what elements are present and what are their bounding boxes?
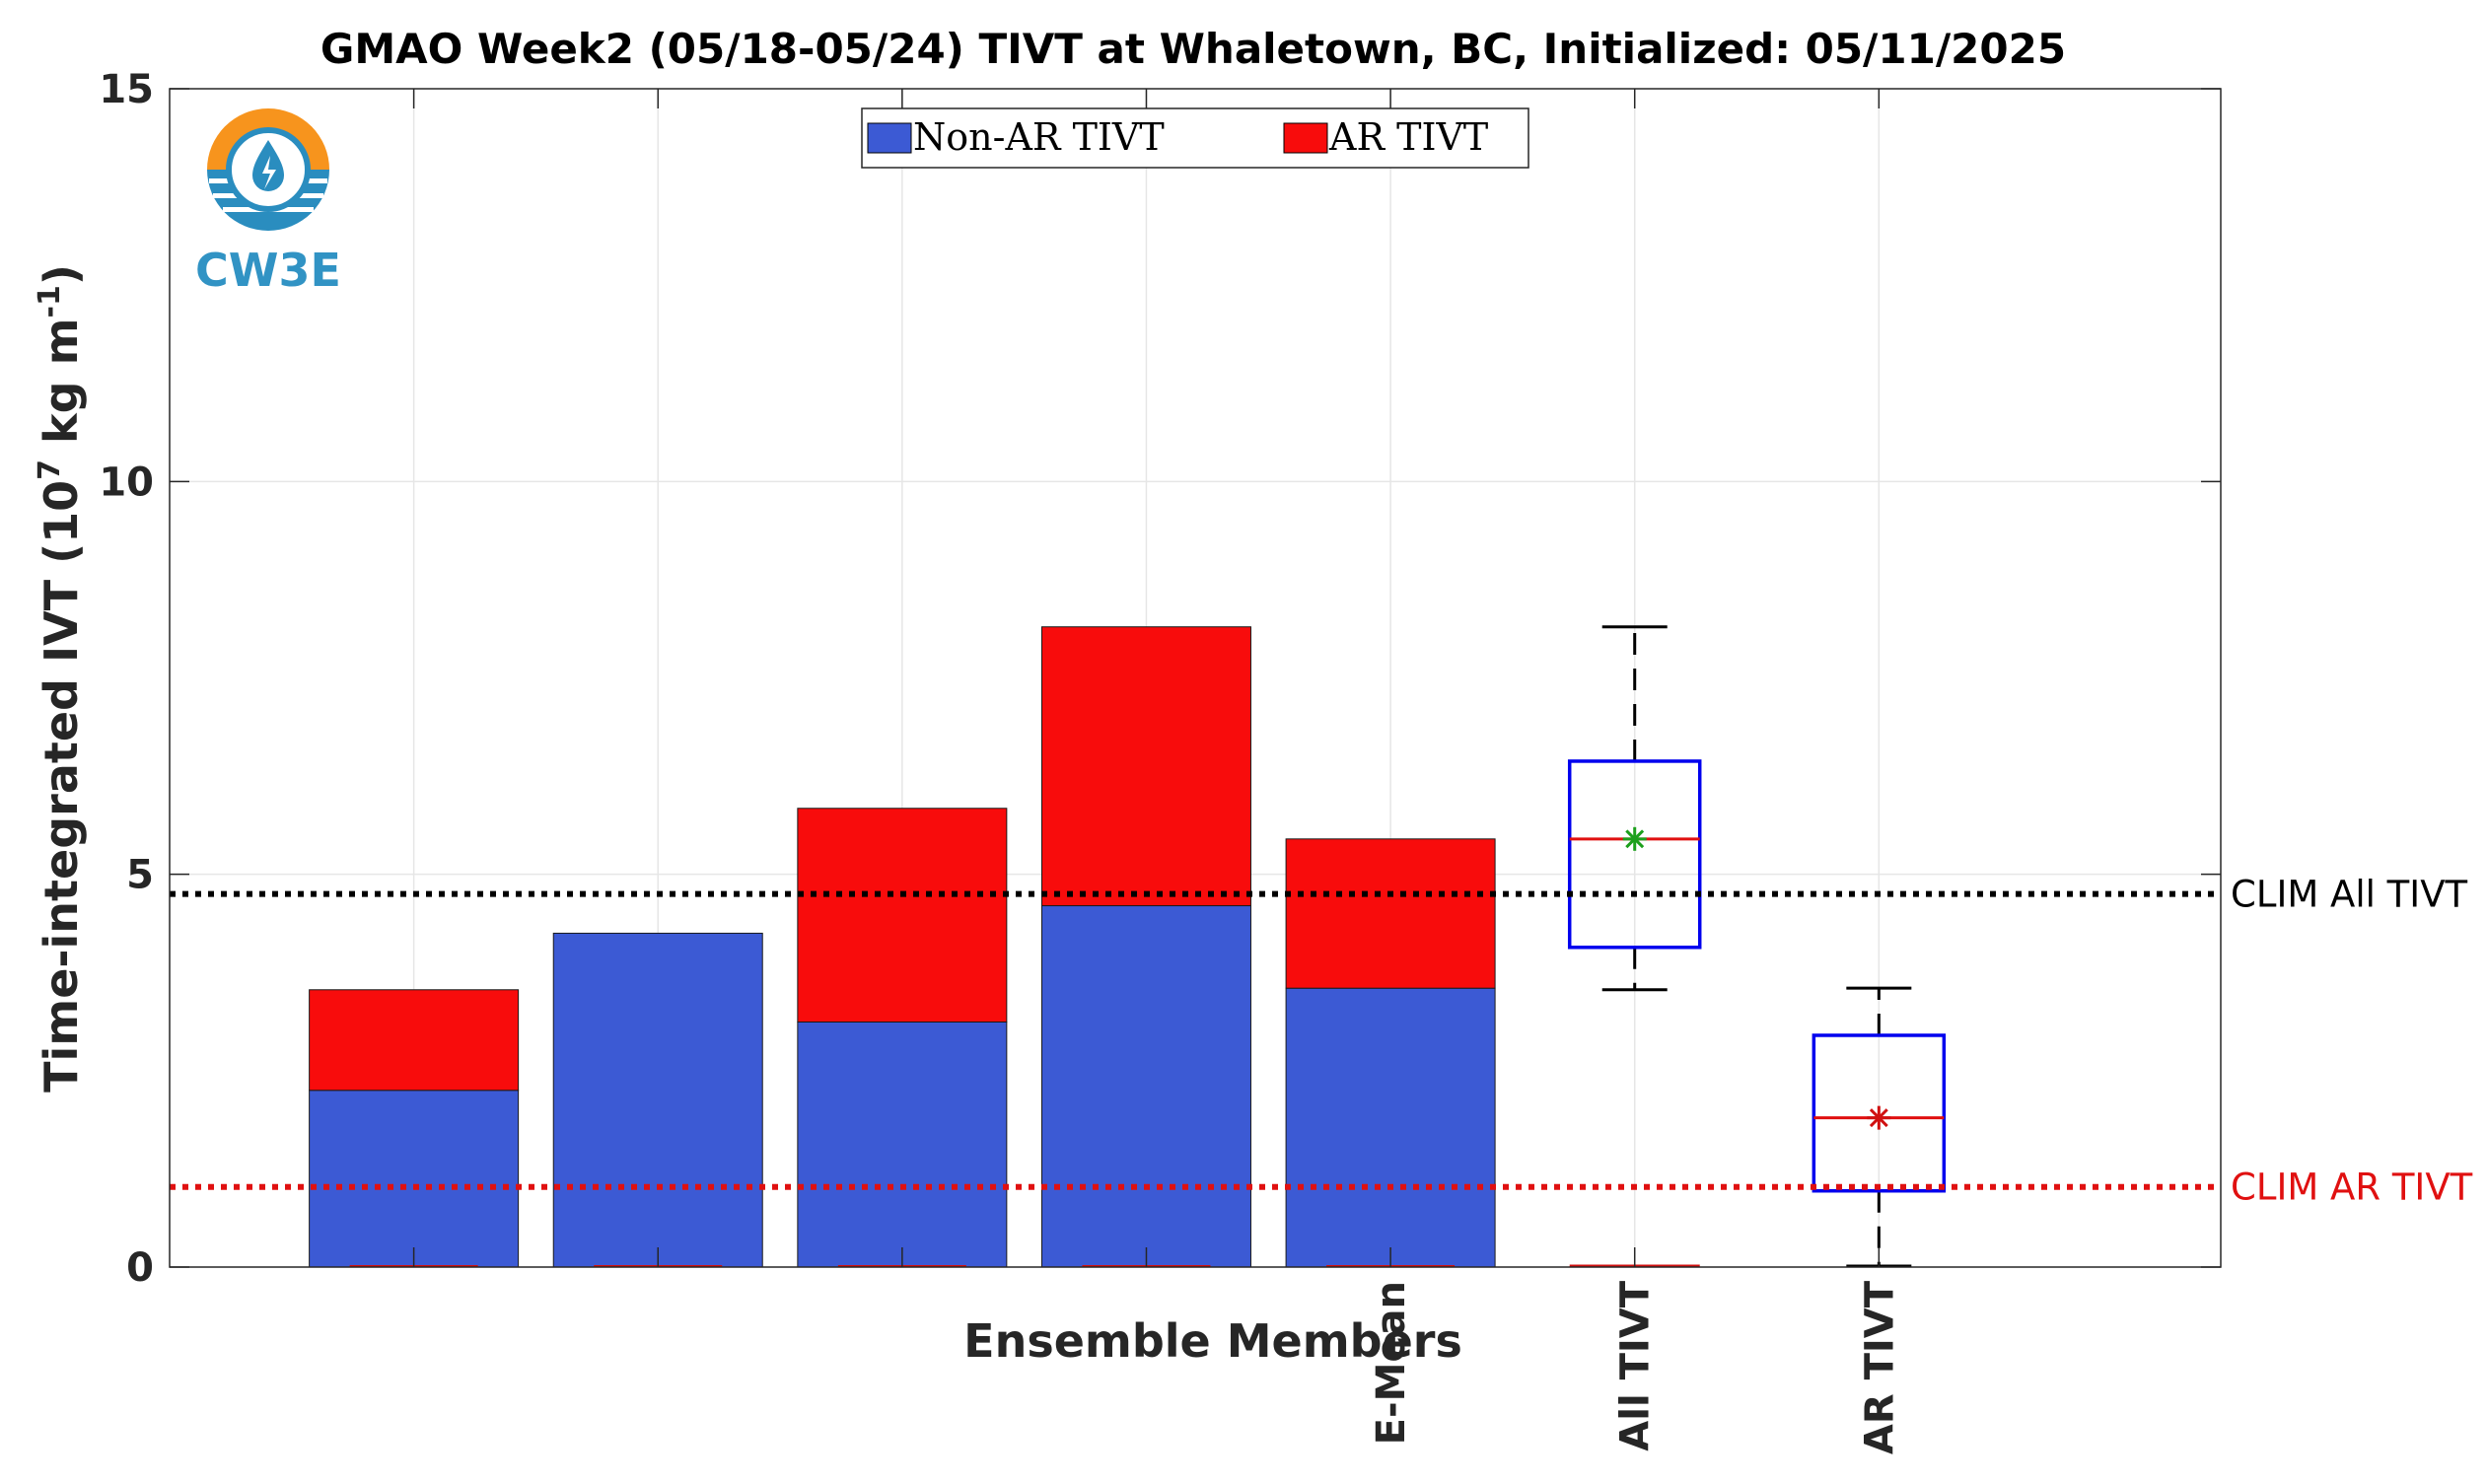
bars: [309, 626, 1496, 1268]
legend-swatch-ar: [1283, 122, 1328, 154]
y-tick-label: 0: [126, 1245, 154, 1291]
y-tick-label: 10: [99, 459, 154, 505]
boxplot-mean-marker: [1622, 826, 1647, 851]
legend: Non-AR TIVT AR TIVT: [861, 107, 1529, 169]
legend-label-ar: AR TIVT: [1328, 115, 1488, 159]
legend-box: [861, 107, 1529, 169]
x-tick-label: AR TIVT: [1857, 1280, 1902, 1454]
x-axis-label: Ensemble Members: [963, 1314, 1462, 1368]
legend-swatch-non-ar: [867, 122, 912, 154]
y-tick-label: 5: [126, 853, 154, 898]
x-tick-label: All TIVT: [1613, 1280, 1659, 1450]
logo-text: CW3E: [195, 244, 341, 297]
bar-ar: [797, 808, 1008, 1023]
bar-non-ar: [1285, 987, 1496, 1268]
clim-reference-label: CLIM All TIVT: [2231, 874, 2468, 916]
lightning-icon: [262, 156, 276, 189]
reference-lines: CLIM All TIVT CLIM AR TIVT: [170, 874, 2473, 1209]
y-tick-label: 15: [99, 67, 154, 112]
x-tick-label: E-Mean: [1369, 1281, 1414, 1445]
chart-title: GMAO Week2 (05/18-05/24) TIVT at Whaleto…: [320, 25, 2066, 73]
boxplot-box: [1567, 759, 1702, 950]
clim-reference-label: CLIM AR TIVT: [2231, 1166, 2473, 1209]
mean-asterisk-stroke: [1625, 829, 1645, 849]
bar-non-ar: [797, 1021, 1008, 1268]
bar-ar: [1285, 838, 1496, 989]
boxplot-mean-marker: [1867, 1105, 1891, 1130]
plot-frame: [169, 88, 2222, 1268]
bar-ar: [309, 989, 520, 1092]
y-axis-label: Time-integrated IVT (107 kg m-1): [33, 264, 88, 1093]
bar-non-ar: [309, 1090, 520, 1268]
boxplot-box: [1812, 1033, 1947, 1193]
cw3e-logo: CW3E: [195, 108, 341, 297]
mean-asterisk-stroke: [1869, 1108, 1888, 1128]
bar-non-ar: [1040, 905, 1251, 1268]
legend-label-non-ar: Non-AR TIVT: [913, 115, 1165, 159]
axis-ticks: 0 5 10 15 E-Mean All TIVT AR TIVT: [99, 67, 2221, 1454]
bar-ar: [1040, 626, 1251, 907]
bar-non-ar: [552, 932, 763, 1268]
